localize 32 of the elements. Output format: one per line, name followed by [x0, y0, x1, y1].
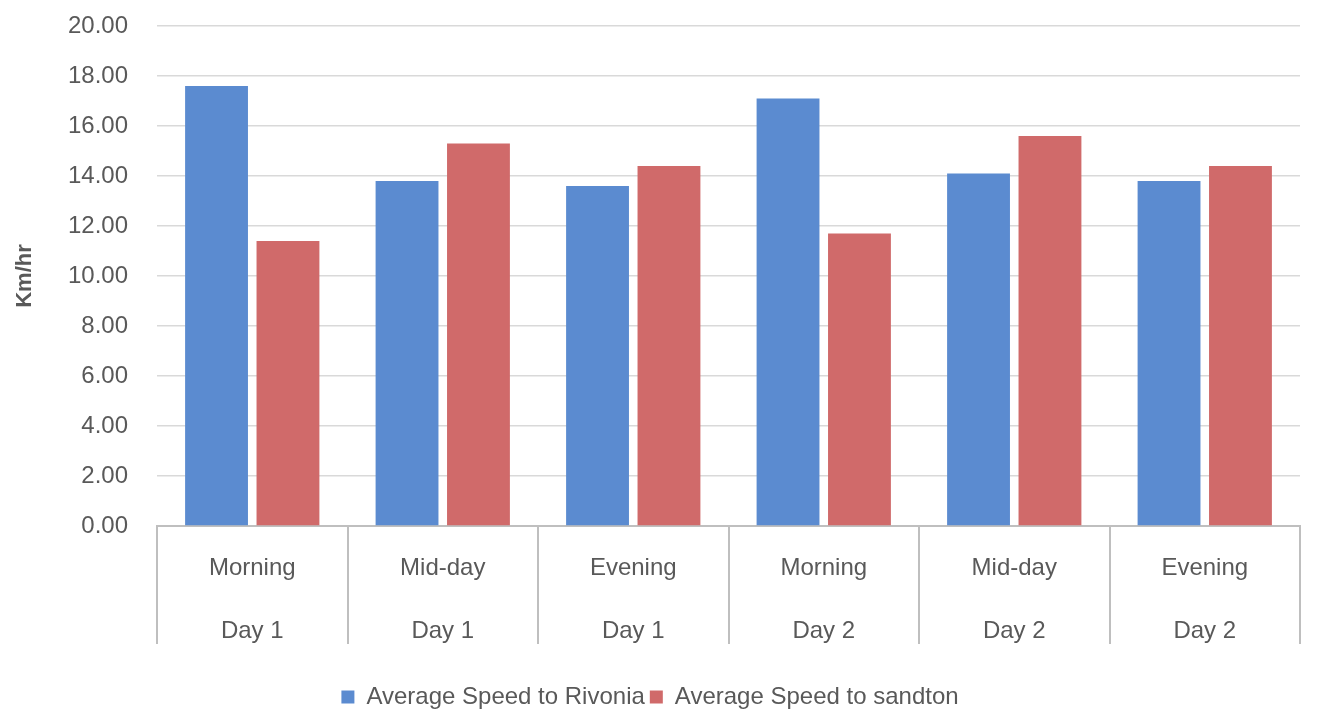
category-label: Mid-day Day 1 — [400, 552, 486, 643]
y-tick-label: 20.00 — [67, 10, 128, 38]
y-tick-label: 18.00 — [67, 60, 128, 88]
bar — [1209, 166, 1272, 526]
y-tick-label: 0.00 — [81, 510, 128, 538]
y-tick-label: 16.00 — [67, 110, 128, 138]
y-tick-label: 4.00 — [81, 410, 128, 438]
bar — [947, 173, 1010, 526]
y-tick-label: 2.00 — [81, 460, 128, 488]
category-label: Morning Day 1 — [208, 552, 296, 643]
category-label: Evening Day 1 — [589, 552, 677, 643]
bar — [1137, 181, 1201, 526]
y-tick-label: 6.00 — [81, 360, 128, 388]
y-tick-label: 14.00 — [67, 160, 128, 188]
bar — [185, 86, 248, 526]
legend-label: Average Speed to sandton — [674, 681, 959, 709]
category-label: Morning Day 2 — [780, 552, 868, 643]
bar — [256, 241, 320, 526]
bar — [375, 181, 439, 526]
category-label: Mid-day Day 2 — [971, 552, 1057, 643]
y-tick-label: 10.00 — [67, 260, 128, 288]
legend-label: Average Speed to Rivonia — [366, 681, 646, 709]
bar — [1018, 136, 1082, 526]
bar — [447, 143, 510, 526]
y-tick-label: 8.00 — [81, 310, 128, 338]
bar — [828, 233, 891, 526]
bar — [637, 166, 701, 526]
bar — [756, 98, 820, 526]
y-tick-label: 12.00 — [67, 210, 128, 238]
category-label: Evening Day 2 — [1161, 552, 1249, 643]
bar — [566, 186, 629, 526]
y-axis-title: Km/hr — [11, 243, 37, 308]
